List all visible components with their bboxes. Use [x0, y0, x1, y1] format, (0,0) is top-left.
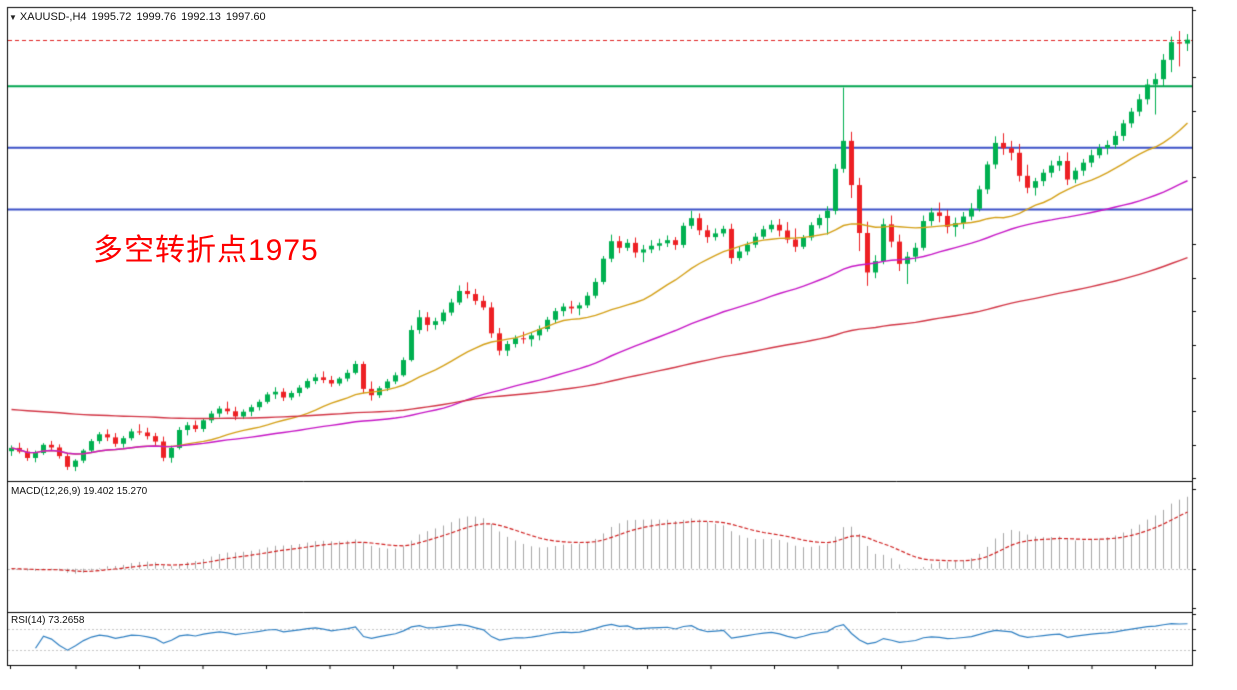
time-axis[interactable]: 1 Feb 20222 Feb 20:004 Feb 04:007 Feb 12…: [0, 665, 1237, 690]
rsi-indicator-label: RSI(14) 73.2658: [11, 615, 85, 626]
symbol-ohlc-title: ▼ XAUUSD-,H4 1995.72 1999.76 1992.13 1997.60: [9, 11, 266, 23]
ohlc-close: 1997.60: [225, 11, 266, 23]
panel-separator-rsi[interactable]: [0, 610, 1192, 615]
macd-indicator-label: MACD(12,26,9) 19.402 15.270: [11, 486, 148, 497]
symbol-period-label: XAUUSD-,H4: [19, 11, 87, 23]
price-axis[interactable]: 2012.151979.301963.101930.701898.301881.…: [1192, 0, 1237, 665]
ohlc-high: 1999.76: [136, 11, 177, 23]
annotation-turning-point-text: 多空转折点1975: [93, 234, 319, 267]
ohlc-open: 1995.72: [91, 11, 132, 23]
chart-collapse-icon[interactable]: ▼: [9, 13, 17, 22]
panel-separator-macd[interactable]: [0, 479, 1192, 484]
ohlc-low: 1992.13: [181, 11, 221, 23]
